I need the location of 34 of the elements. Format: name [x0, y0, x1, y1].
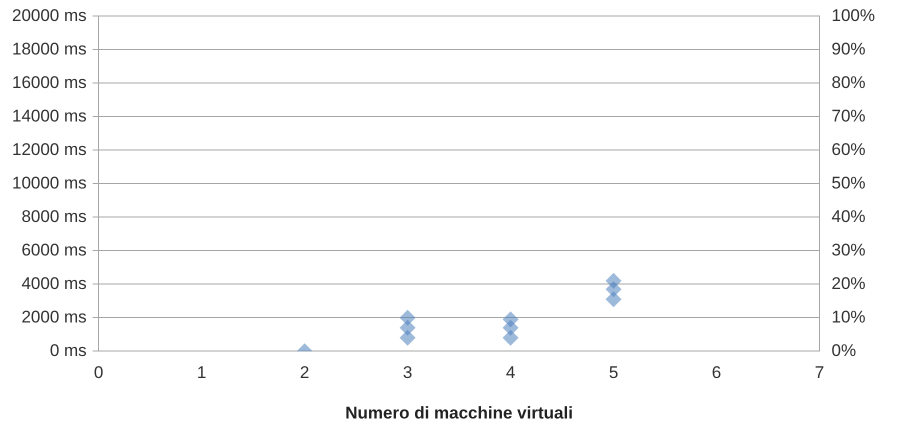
y2-tick-label: 50% [832, 173, 866, 192]
y2-tick-label: 10% [832, 307, 866, 326]
y-tick-label: 4000 ms [21, 274, 87, 293]
y2-tick-label: 70% [832, 106, 866, 126]
x-tick-label: 1 [196, 363, 206, 382]
x-tick-label: 2 [300, 363, 310, 382]
y-tick-label: 20000 ms [12, 6, 87, 25]
y-tick-label: 18000 ms [12, 39, 87, 58]
y2-tick-label: 100% [832, 6, 876, 25]
y2-tick-label: 0% [832, 340, 856, 360]
x-tick-label: 6 [712, 363, 722, 382]
y2-tick-label: 90% [832, 39, 866, 58]
point [606, 272, 622, 289]
x-axis-title: Numero di macchine virtuali [345, 403, 573, 422]
y-tick-label: 16000 ms [12, 72, 87, 92]
y-tick-label: 2000 ms [21, 307, 87, 326]
y-tick-label: 0 ms [50, 340, 87, 360]
x-tick-label: 5 [608, 363, 618, 382]
point [502, 311, 519, 328]
x-tick-label: 3 [402, 363, 412, 382]
x-tick-label: 0 [94, 363, 104, 382]
y-tick-label: 12000 ms [12, 140, 87, 159]
x-tick-label: 7 [814, 363, 824, 382]
y-tick-label: 10000 ms [12, 173, 87, 192]
x-tick-label: 4 [506, 363, 516, 382]
y-tick-label: 8000 ms [21, 206, 87, 226]
point [400, 310, 416, 326]
y-tick-label: 6000 ms [21, 240, 87, 260]
y2-tick-label: 40% [832, 206, 866, 226]
y2-tick-label: 20% [832, 274, 866, 293]
y2-tick-label: 30% [832, 240, 866, 260]
y-tick-label: 14000 ms [12, 106, 87, 126]
y2-tick-label: 80% [832, 72, 866, 92]
y2-tick-label: 60% [832, 140, 866, 159]
